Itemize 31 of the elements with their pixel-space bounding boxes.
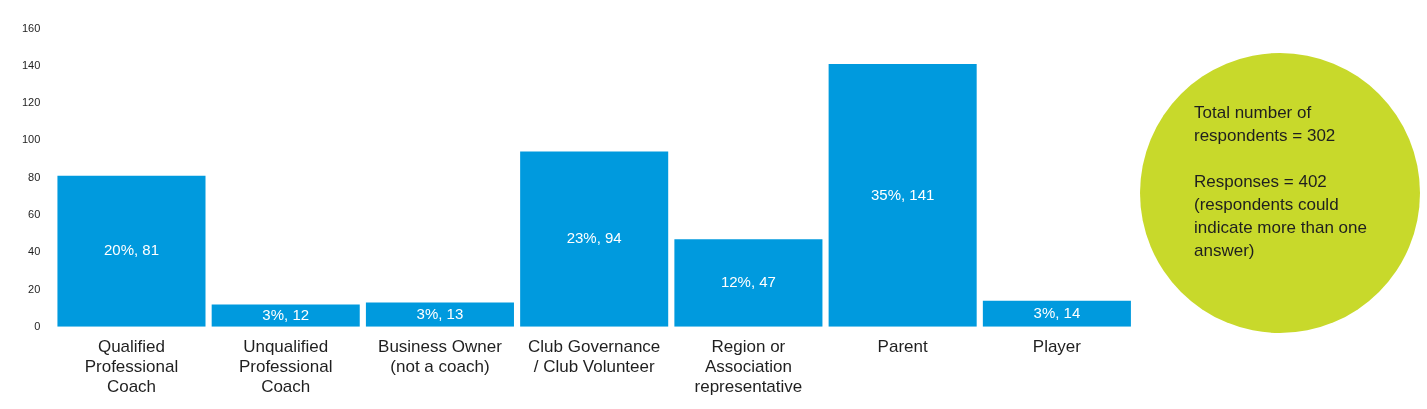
data-label: 20%, 81 (103, 241, 159, 259)
y-tick-label: 60 (28, 208, 41, 221)
x-tick-label: Parent (877, 336, 928, 356)
x-tick-label: Business Owner (not a coach) (378, 336, 503, 377)
bar (211, 304, 360, 327)
data-label: 35%, 141 (870, 185, 935, 203)
x-tick-label: Qualified Professional Coach (84, 336, 179, 397)
data-label: 3%, 14 (1033, 303, 1081, 321)
data-label: 23%, 94 (566, 229, 622, 247)
x-tick-label: Region or Association representative (694, 336, 803, 397)
bar (674, 239, 823, 327)
x-tick-label: Unqualified Professional Coach (238, 336, 333, 397)
y-tick-label: 20 (28, 282, 41, 295)
y-tick-label: 120 (21, 96, 41, 109)
bar (520, 151, 669, 327)
bar (57, 175, 206, 327)
bar (828, 64, 977, 327)
text: Total number of respondents = 302 (1194, 102, 1337, 147)
data-label: 3%, 13 (416, 304, 464, 322)
x-tick-label: Player (1032, 336, 1082, 356)
y-tick-label: 160 (21, 21, 41, 34)
y-tick-label: 80 (28, 170, 41, 183)
text: Responses = 402 (respondents could indicate more than one answer) (1194, 171, 1368, 262)
y-tick-label: 140 (21, 58, 41, 71)
bar (982, 300, 1131, 327)
y-tick-label: 0 (34, 319, 41, 332)
data-label: 3%, 12 (262, 305, 310, 323)
data-label: 12%, 47 (720, 273, 776, 291)
x-tick-label: Club Governance / Club Volunteer (528, 336, 661, 377)
y-tick-label: 40 (28, 245, 41, 258)
y-tick-label: 100 (21, 133, 41, 146)
